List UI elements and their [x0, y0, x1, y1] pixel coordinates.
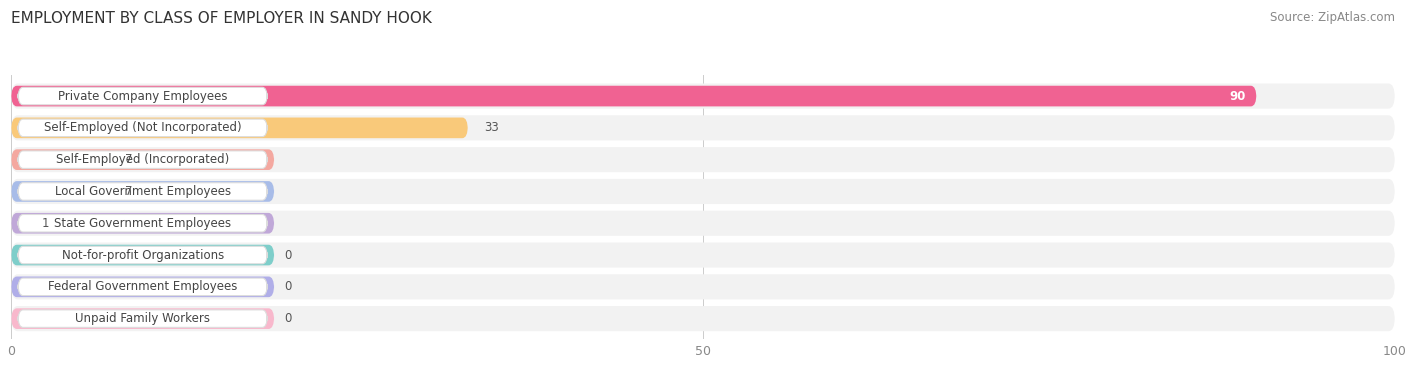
Text: Self-Employed (Incorporated): Self-Employed (Incorporated) [56, 153, 229, 166]
Text: 1: 1 [42, 217, 49, 230]
FancyBboxPatch shape [18, 246, 267, 264]
Text: Not-for-profit Organizations: Not-for-profit Organizations [62, 248, 224, 262]
FancyBboxPatch shape [18, 151, 267, 169]
Text: Source: ZipAtlas.com: Source: ZipAtlas.com [1270, 11, 1395, 24]
FancyBboxPatch shape [11, 242, 1395, 268]
FancyBboxPatch shape [11, 276, 274, 297]
FancyBboxPatch shape [11, 86, 1257, 106]
Text: Self-Employed (Not Incorporated): Self-Employed (Not Incorporated) [44, 121, 242, 134]
FancyBboxPatch shape [11, 181, 274, 202]
Text: 0: 0 [284, 280, 291, 293]
Text: Federal Government Employees: Federal Government Employees [48, 280, 238, 293]
Text: State Government Employees: State Government Employees [53, 217, 231, 230]
Text: 0: 0 [284, 248, 291, 262]
FancyBboxPatch shape [11, 118, 468, 138]
Text: 90: 90 [1229, 90, 1246, 103]
FancyBboxPatch shape [18, 183, 267, 200]
Text: EMPLOYMENT BY CLASS OF EMPLOYER IN SANDY HOOK: EMPLOYMENT BY CLASS OF EMPLOYER IN SANDY… [11, 11, 432, 26]
Text: Local Government Employees: Local Government Employees [55, 185, 231, 198]
Text: 0: 0 [284, 312, 291, 325]
FancyBboxPatch shape [18, 87, 267, 105]
FancyBboxPatch shape [11, 274, 1395, 299]
FancyBboxPatch shape [11, 115, 1395, 140]
FancyBboxPatch shape [18, 215, 267, 232]
FancyBboxPatch shape [11, 213, 274, 234]
FancyBboxPatch shape [18, 310, 267, 327]
Text: Unpaid Family Workers: Unpaid Family Workers [75, 312, 209, 325]
FancyBboxPatch shape [18, 119, 267, 136]
FancyBboxPatch shape [11, 306, 1395, 331]
Text: 7: 7 [125, 153, 132, 166]
FancyBboxPatch shape [11, 147, 1395, 172]
Text: 33: 33 [485, 121, 499, 134]
FancyBboxPatch shape [11, 149, 274, 170]
FancyBboxPatch shape [11, 211, 1395, 236]
FancyBboxPatch shape [11, 245, 274, 265]
FancyBboxPatch shape [11, 179, 1395, 204]
Text: Private Company Employees: Private Company Employees [58, 90, 228, 103]
FancyBboxPatch shape [11, 308, 274, 329]
FancyBboxPatch shape [11, 84, 1395, 109]
Text: 7: 7 [125, 185, 132, 198]
FancyBboxPatch shape [18, 278, 267, 296]
